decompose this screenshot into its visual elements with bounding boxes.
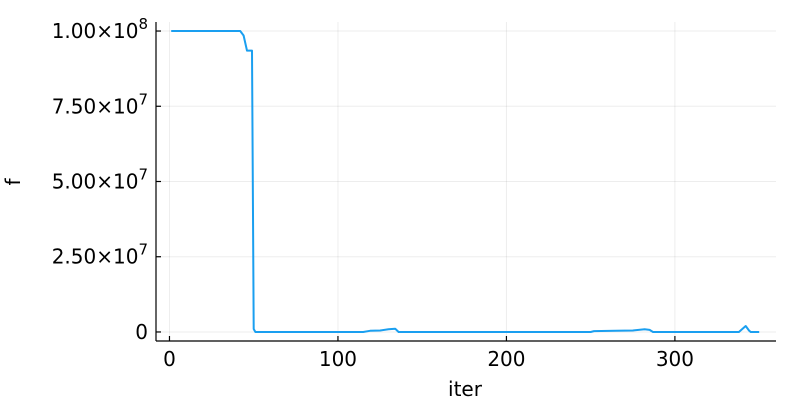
y-axis-label: f [1, 178, 25, 186]
series-group [171, 30, 760, 333]
x-tick-label: 0 [163, 347, 176, 371]
x-tick-label: 100 [319, 347, 357, 371]
x-axis-label: iter [448, 377, 483, 400]
y-tick-label: 0 [135, 320, 148, 344]
x-tick-label: 300 [656, 347, 694, 371]
y-tick-exponent: 8 [138, 15, 148, 33]
y-tick-label: 1.00×10 [52, 19, 139, 43]
y-tick-exponent: 7 [138, 241, 148, 259]
y-tick-label: 5.00×10 [52, 170, 139, 194]
x-tick-labels: 0 100 200 300 [163, 336, 694, 371]
grid-lines [156, 22, 776, 341]
series-line [171, 30, 760, 333]
y-tick-exponent: 7 [138, 166, 148, 184]
y-tick-label: 2.50×10 [52, 245, 139, 269]
y-tick-exponent: 7 [138, 90, 148, 108]
y-tick-label: 7.50×10 [52, 94, 139, 118]
x-tick-label: 200 [487, 347, 525, 371]
